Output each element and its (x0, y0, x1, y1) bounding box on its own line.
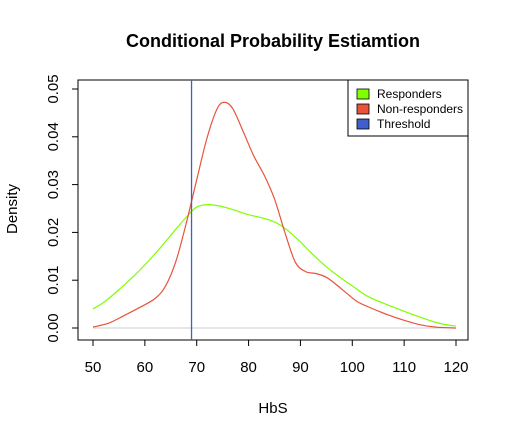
y-tick-label: 0.05 (45, 74, 62, 103)
x-axis-label: HbS (258, 400, 287, 417)
y-tick-label: 0.03 (45, 170, 62, 199)
y-tick-label: 0.04 (45, 122, 62, 151)
legend-swatch-non-responders (356, 103, 370, 115)
y-tick-label: 0.02 (45, 218, 62, 247)
legend-label-non-responders: Non-responders (377, 102, 463, 116)
y-axis-label: Density (4, 183, 21, 234)
x-tick-label: 50 (85, 359, 102, 376)
legend-swatch-threshold (356, 118, 370, 130)
legend-label-responders: Responders (377, 87, 442, 101)
x-tick-label: 90 (292, 359, 309, 376)
x-tick-label: 60 (137, 359, 154, 376)
series-group (92, 101, 457, 329)
chart-title: Conditional Probability Estiamtion (126, 31, 420, 51)
x-tick-label: 70 (188, 359, 205, 376)
x-tick-label: 80 (240, 359, 257, 376)
y-tick-label: 0.00 (45, 313, 62, 342)
legend-swatch-responders (356, 88, 370, 100)
x-axis: 50 60 70 80 90 100 110 120 (85, 339, 469, 376)
y-axis: 0.00 0.01 0.02 0.03 0.04 0.05 (45, 74, 79, 343)
legend-label-threshold: Threshold (377, 117, 430, 131)
x-tick-label: 110 (392, 359, 416, 376)
series-line-responders (92, 204, 457, 327)
x-tick-label: 100 (340, 359, 365, 376)
series-line-non-responders (92, 101, 457, 329)
x-tick-label: 120 (443, 359, 468, 376)
y-tick-label: 0.01 (45, 266, 62, 295)
